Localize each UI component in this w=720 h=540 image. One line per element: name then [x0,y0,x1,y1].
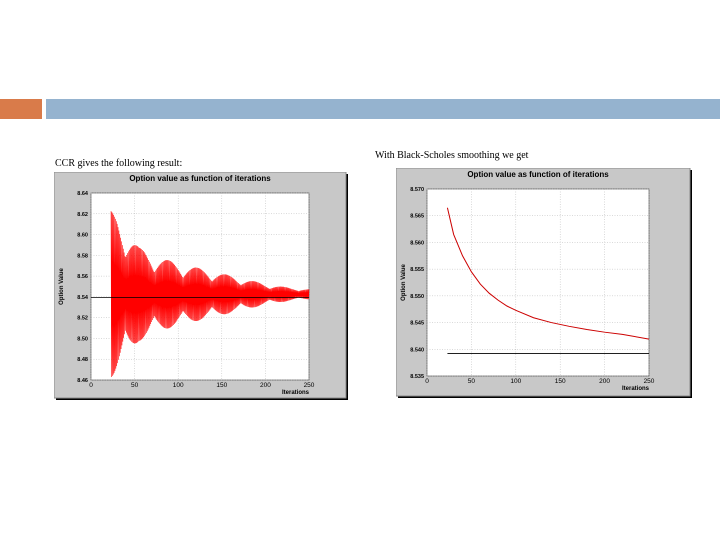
x-axis-label: Iterations [282,390,310,396]
y-tick-label: 8.550 [410,294,424,300]
x-tick-label: 50 [131,382,139,389]
y-tick-label: 8.54 [77,295,89,301]
x-axis-label: Iterations [622,386,650,392]
y-axis-label: Option Value [59,268,65,305]
y-tick-label: 8.56 [77,274,88,280]
x-tick-label: 100 [173,382,184,389]
accent-block [0,99,42,119]
plot-area [426,188,650,377]
y-tick-label: 8.46 [77,378,88,384]
y-tick-label: 8.48 [77,357,88,363]
series-line [446,207,650,340]
right-chart: Option value as function of iterations 8.… [396,168,694,400]
right-caption: With Black-Scholes smoothing we get [375,150,529,161]
y-tick-label: 8.545 [410,321,424,327]
x-tick-label: 150 [216,382,227,389]
y-tick-label: 8.50 [77,336,88,342]
y-axis-label: Option Value [401,264,407,301]
y-tick-label: 8.540 [410,347,424,353]
y-tick-label: 8.60 [77,233,88,239]
y-tick-label: 8.570 [410,187,424,193]
x-tick-label: 250 [304,382,315,389]
series-line-oscillating [110,211,310,377]
x-tick-label: 150 [555,378,566,385]
x-tick-label: 250 [644,378,655,385]
left-caption: CCR gives the following result: [55,158,183,169]
x-tick-label: 200 [260,382,271,389]
left-chart: Option value as function of iterations 8.… [54,172,350,402]
y-tick-label: 8.52 [77,316,88,322]
x-tick-label: 50 [468,378,476,385]
y-tick-label: 8.555 [410,267,424,273]
y-tick-label: 8.560 [410,240,424,246]
chart-title: Option value as function of iterations [129,174,271,183]
header-bar [46,99,720,119]
y-tick-label: 8.58 [77,253,88,259]
x-tick-label: 0 [89,382,93,389]
x-tick-label: 0 [425,378,429,385]
y-tick-label: 8.565 [410,214,424,220]
chart-title: Option value as function of iterations [467,170,609,179]
x-tick-label: 100 [510,378,521,385]
y-tick-label: 8.62 [77,212,88,218]
y-tick-label: 8.64 [77,191,89,197]
y-tick-label: 8.535 [410,374,424,380]
x-tick-label: 200 [599,378,610,385]
